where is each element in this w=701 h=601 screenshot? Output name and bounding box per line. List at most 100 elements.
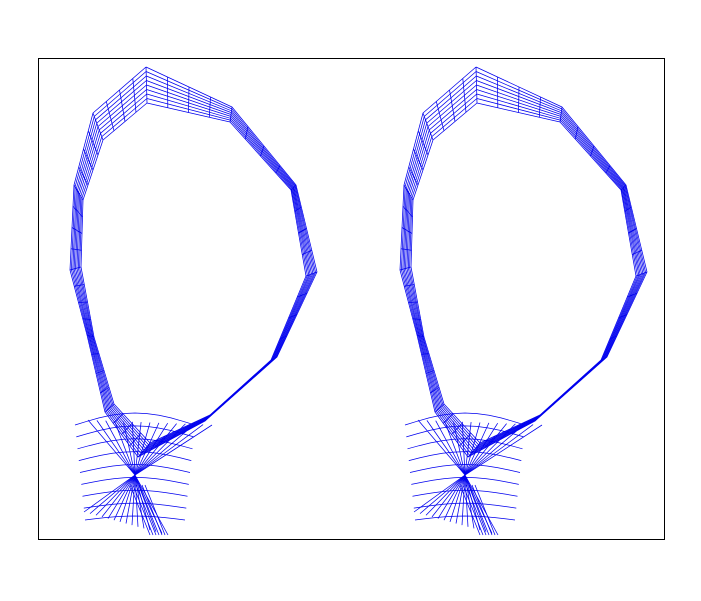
mesh-foot-line	[84, 515, 186, 521]
mesh-radial-line	[624, 206, 632, 212]
mesh-radial-line	[449, 89, 456, 122]
mesh-radial-line	[91, 353, 100, 355]
mesh-foot-line	[462, 484, 484, 536]
mesh-radial-line	[260, 145, 265, 157]
mesh-radial-line	[70, 248, 82, 251]
mesh-foot-line	[135, 484, 157, 536]
mesh-foot-line	[411, 477, 519, 485]
mesh-radial-line	[518, 86, 520, 113]
mesh-radial-line	[534, 414, 541, 422]
mesh-radial-line	[229, 106, 233, 123]
mesh-radial-line	[290, 184, 297, 191]
mesh-radial-line	[208, 96, 211, 118]
mesh-panel-left	[69, 66, 318, 536]
mesh-foot-line	[141, 484, 163, 536]
mesh-radial-line	[618, 314, 628, 319]
mesh-radial-line	[288, 314, 298, 319]
mesh-radial-line	[83, 148, 94, 171]
mesh-radial-line	[404, 284, 415, 287]
mesh-radial-line	[154, 435, 166, 449]
mesh-foot-line	[76, 425, 194, 438]
mesh-radial-line	[105, 101, 115, 131]
mesh-radial-line	[434, 403, 445, 413]
mesh-radial-line	[462, 78, 467, 113]
mesh-foot-line	[83, 502, 187, 509]
mesh-foot-line	[78, 451, 192, 461]
mesh-radial-line	[305, 271, 318, 277]
mesh-radial-line	[270, 356, 278, 361]
mesh-radial-line	[430, 386, 440, 394]
mesh-radial-line	[585, 372, 590, 375]
mesh-foot-line	[414, 515, 516, 521]
mesh-radial-line	[552, 401, 556, 406]
mesh-radial-line	[475, 66, 478, 104]
mesh-radial-line	[570, 387, 572, 390]
mesh-radial-line	[600, 356, 608, 361]
mesh-radial-line	[100, 386, 110, 394]
mesh-radial-line	[412, 318, 421, 320]
mesh-radial-line	[222, 401, 226, 406]
mesh-radial-line	[73, 184, 84, 201]
mesh-foot-line	[465, 484, 487, 536]
mesh-foot-line	[144, 484, 166, 536]
mesh-radial-line	[255, 372, 260, 375]
mesh-radial-line	[129, 433, 142, 447]
mesh-radial-line	[240, 387, 242, 390]
mesh-radial-line	[92, 112, 104, 141]
mesh-radial-line	[275, 165, 281, 174]
mesh-radial-line	[425, 370, 435, 374]
mesh-radial-line	[459, 433, 472, 447]
mesh-radial-line	[298, 228, 307, 234]
mesh-foot-line	[459, 484, 481, 536]
mesh-panel-right	[399, 66, 648, 536]
mesh-radial-line	[422, 112, 434, 141]
mesh-radial-line	[605, 165, 611, 174]
mesh-radial-line	[279, 335, 288, 340]
mesh-radial-line	[132, 78, 137, 113]
mesh-radial-line	[302, 249, 312, 255]
plot-frame	[38, 58, 665, 540]
mesh-foot-line	[138, 484, 160, 536]
mesh-radial-line	[244, 126, 249, 140]
mesh-radial-line	[78, 301, 88, 303]
mesh-radial-line	[137, 442, 151, 458]
mesh-radial-line	[400, 248, 412, 251]
mesh-radial-line	[417, 130, 429, 156]
mesh-foot-line	[474, 484, 496, 536]
mesh-foot-line	[413, 502, 517, 509]
mesh-radial-line	[408, 301, 418, 303]
mesh-radial-line	[413, 148, 424, 171]
mesh-radial-line	[188, 86, 190, 113]
mesh-foot-line	[404, 412, 526, 426]
mesh-foot-line	[409, 464, 521, 473]
mesh-radial-line	[145, 66, 148, 104]
mesh-radial-line	[69, 266, 82, 271]
mesh-radial-line	[95, 370, 105, 374]
mesh-radial-line	[628, 228, 637, 234]
mesh-foot-line	[74, 412, 196, 426]
mesh-radial-line	[416, 334, 425, 338]
mesh-foot-line	[77, 438, 193, 450]
mesh-radial-line	[74, 284, 85, 287]
mesh-radial-line	[484, 435, 496, 449]
mesh-foot-line	[407, 438, 523, 450]
mesh-radial-line	[104, 403, 115, 413]
mesh-foot-line	[471, 484, 493, 536]
mesh-foot-line	[129, 484, 151, 536]
mesh-foot-line	[406, 425, 524, 438]
mesh-radial-line	[574, 126, 579, 140]
mesh-radial-line	[538, 96, 541, 118]
mesh-radial-line	[72, 206, 83, 218]
mesh-radial-line	[635, 271, 648, 277]
mesh-radial-line	[87, 130, 99, 156]
mesh-radial-line	[620, 184, 627, 191]
mesh-radial-line	[204, 414, 211, 422]
mesh-radial-line	[294, 206, 302, 212]
mesh-foot-line	[408, 451, 522, 461]
mesh-radial-line	[451, 423, 463, 435]
mesh-radial-line	[119, 89, 126, 122]
mesh-radial-line	[297, 292, 308, 298]
mesh-radial-line	[401, 227, 413, 234]
mesh-radial-line	[467, 442, 481, 458]
